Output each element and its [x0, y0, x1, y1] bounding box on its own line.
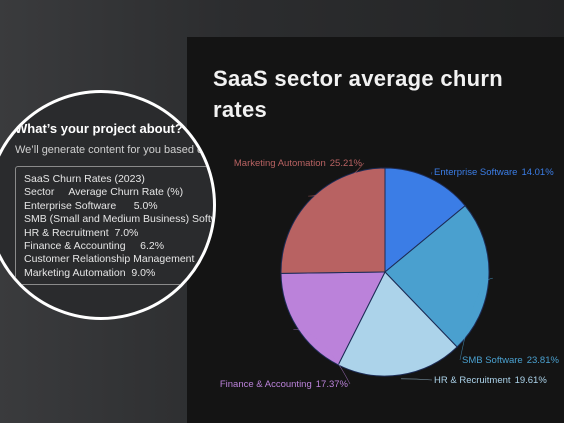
category-label: Finance & Accounting — [220, 379, 312, 390]
category-label: HR & Recruitment — [434, 375, 511, 386]
pie-slice — [384, 205, 490, 348]
leader-line — [293, 328, 351, 385]
form-title: What’s your project about? — [15, 121, 183, 136]
value-label: 19.61% — [515, 375, 548, 386]
category-label: SMB Software — [462, 355, 523, 366]
slice-label: Enterprise Software 14.01% — [434, 167, 554, 178]
chart-title: SaaS sector average churn rates — [213, 66, 503, 122]
slice-label: SMB Software 23.81% — [462, 355, 559, 366]
slice-label: HR & Recruitment 19.61% — [434, 375, 547, 386]
prompt-form: What’s your project about? We’ll generat… — [15, 121, 216, 286]
leader-line — [308, 162, 365, 197]
value-label: 14.01% — [521, 167, 554, 178]
input-line: Sector Average Churn Rate (%) — [24, 186, 184, 199]
value-label: 17.37% — [316, 379, 349, 390]
input-line: SaaS Churn Rates (2023) — [24, 173, 145, 185]
value-label: 23.81% — [527, 355, 560, 366]
leader-line — [401, 378, 433, 381]
text-input[interactable]: SaaS Churn Rates (2023) Sector Average Ch… — [15, 166, 216, 286]
input-line: HR & Recruitment 7.0% — [24, 226, 139, 239]
slice-label: Marketing Automation 25.21% — [234, 158, 363, 169]
pie-slice — [280, 167, 386, 274]
pie-slice — [337, 271, 458, 377]
pie-slice — [384, 167, 466, 274]
value-label: 25.21% — [330, 158, 363, 169]
input-line: Enterprise Software 5.0% — [24, 199, 158, 212]
form-subtitle: We’ll generate content for you based on — [15, 144, 210, 156]
magnifier: What’s your project about? We’ll generat… — [0, 90, 216, 320]
category-label: Enterprise Software — [434, 167, 517, 178]
input-line: Customer Relationship Management — [24, 253, 195, 266]
pie-slice — [280, 271, 386, 366]
input-line: Marketing Automation 9.0% — [24, 266, 156, 279]
leader-line — [459, 277, 493, 361]
category-label: Marketing Automation — [234, 158, 326, 169]
slice-label: Finance & Accounting 17.37% — [220, 379, 349, 390]
input-line: Finance & Accounting 6.2% — [24, 240, 165, 253]
leader-line — [430, 171, 433, 175]
input-line: SMB (Small and Medium Business) Softw — [24, 213, 216, 226]
